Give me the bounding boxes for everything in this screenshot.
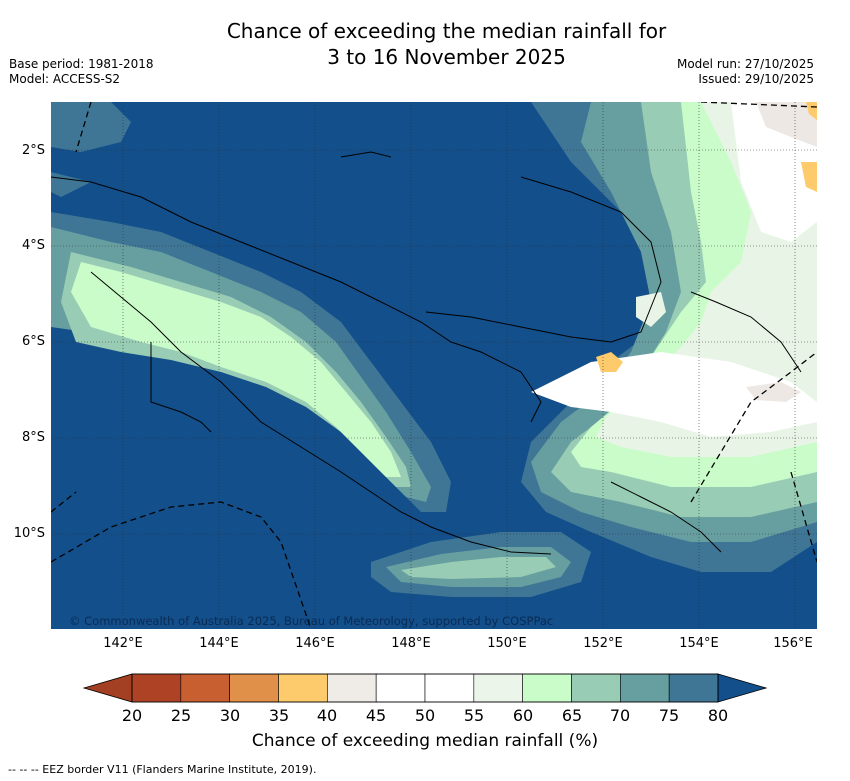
eez-border-5	[690, 351, 817, 503]
png-north-coast	[51, 176, 542, 423]
zone-70-75-northwest	[51, 102, 131, 152]
colorbar-cell-50	[424, 673, 475, 703]
eez-border-2	[51, 501, 312, 629]
solomon-islands	[610, 481, 722, 553]
manus-island	[340, 151, 392, 158]
lat-label-6s: 6°S	[21, 334, 45, 349]
model-name: Model: ACCESS-S2	[9, 72, 121, 86]
cbar-tick-35: 35	[268, 706, 290, 725]
colorbar-label: Chance of exceeding median rainfall (%)	[251, 731, 599, 751]
zone-45-50-east	[531, 352, 817, 437]
zone-35-40-east	[801, 162, 817, 192]
cbar-tick-80: 80	[707, 706, 729, 725]
map-svg: © Commonwealth of Australia 2025, Bureau…	[51, 102, 817, 629]
eez-border-1	[75, 102, 92, 153]
rainfall-map: © Commonwealth of Australia 2025, Bureau…	[51, 102, 817, 629]
colorbar-cell-75	[668, 673, 719, 703]
colorbar-cell-20	[131, 673, 182, 703]
lon-label-142e: 142°E	[103, 636, 143, 651]
colorbar-cell-60	[522, 673, 572, 703]
meta-right: Model run: 27/10/2025 Issued: 29/10/2025	[677, 57, 814, 87]
border-line	[150, 342, 212, 433]
cbar-tick-50: 50	[414, 706, 436, 725]
colorbar-cell-55	[473, 673, 523, 703]
cbar-tick-30: 30	[219, 706, 241, 725]
cbar-tick-75: 75	[658, 706, 680, 725]
lat-label-2s: 2°S	[21, 143, 45, 158]
cbar-tick-60: 60	[512, 706, 534, 725]
eez-borders	[51, 102, 817, 629]
colorbar-high-extend	[717, 673, 768, 703]
colorbar-cell-45	[375, 673, 426, 703]
colorbar-outline	[131, 673, 719, 703]
cbar-tick-20: 20	[121, 706, 143, 725]
colorbar-cell-35	[278, 673, 328, 703]
cbar-tick-25: 25	[170, 706, 192, 725]
map-title: Chance of exceeding the median rainfall …	[0, 18, 850, 70]
lon-label-148e: 148°E	[391, 636, 431, 651]
zone-40-45-east	[746, 382, 801, 402]
lat-label-4s: 4°S	[21, 238, 45, 253]
lon-label-144e: 144°E	[199, 636, 239, 651]
zone-50-55-islet	[636, 292, 666, 327]
eez-legend-footer: -- -- -- EEZ border V11 (Flanders Marine…	[8, 763, 317, 776]
zone-60-65-south	[401, 557, 556, 579]
colorbar	[82, 673, 768, 703]
zone-55-60-highlands	[71, 262, 401, 477]
map-copyright: © Commonwealth of Australia 2025, Bureau…	[69, 614, 553, 628]
lon-label-152e: 152°E	[583, 636, 623, 651]
lat-label-10s: 10°S	[13, 526, 45, 541]
grid-lines	[51, 102, 817, 629]
eez-border-6	[790, 471, 817, 563]
lon-label-154e: 154°E	[679, 636, 719, 651]
title-line-1: Chance of exceeding the median rainfall …	[226, 19, 667, 43]
coastlines	[51, 151, 802, 555]
bougainville	[690, 291, 802, 373]
zone-40-45-northeast	[756, 102, 817, 147]
base-period: Base period: 1981-2018	[9, 57, 154, 71]
colorbar-cell-70	[620, 673, 670, 703]
colorbar-cell-40	[327, 673, 377, 703]
colorbar-cell-30	[229, 673, 279, 703]
cbar-tick-45: 45	[365, 706, 387, 725]
lon-label-150e: 150°E	[487, 636, 527, 651]
colorbar-cell-65	[571, 673, 621, 703]
lon-label-146e: 146°E	[295, 636, 335, 651]
cbar-tick-70: 70	[609, 706, 631, 725]
title-line-2: 3 to 16 November 2025	[327, 45, 566, 69]
new-britain	[425, 176, 662, 343]
eez-border-3	[51, 491, 77, 513]
png-south-coast	[90, 271, 552, 555]
colorbar-cells	[131, 673, 719, 703]
cbar-tick-40: 40	[316, 706, 338, 725]
issued-date: Issued: 29/10/2025	[698, 72, 814, 86]
lat-label-8s: 8°S	[21, 430, 45, 445]
cbar-tick-55: 55	[463, 706, 485, 725]
model-run: Model run: 27/10/2025	[676, 57, 814, 71]
colorbar-cell-25	[180, 673, 230, 703]
meta-left: Base period: 1981-2018 Model: ACCESS-S2	[9, 57, 154, 87]
cbar-tick-65: 65	[561, 706, 583, 725]
lon-label-156e: 156°E	[773, 636, 813, 651]
colorbar-low-extend	[82, 673, 133, 703]
